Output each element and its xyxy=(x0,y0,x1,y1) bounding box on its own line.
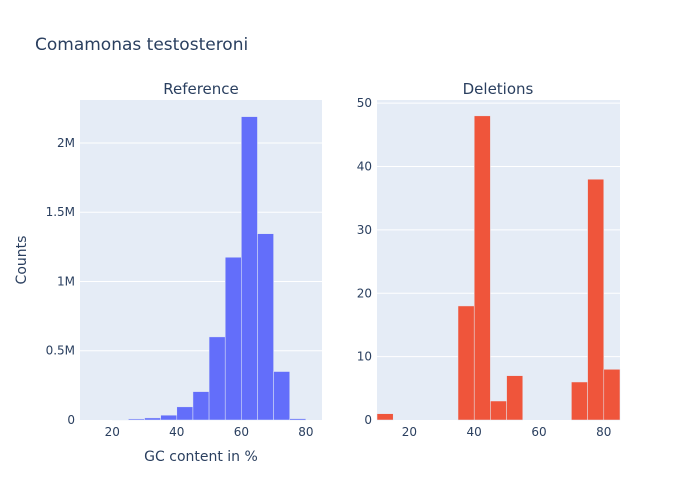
deletions-subplot-title: Deletions xyxy=(463,80,534,98)
deletions-x-ticks: 20 40 60 80 xyxy=(402,425,612,439)
reference-bar xyxy=(176,406,194,421)
deletions-y-tick-label: 20 xyxy=(357,286,372,300)
deletions-bar xyxy=(571,381,588,421)
deletions-y-ticks: 0 10 20 30 40 50 xyxy=(357,96,372,427)
reference-subplot-title: Reference xyxy=(163,80,239,98)
reference-panel: Reference 0 0.5M 1M 1.5M 2M 20 40 60 80 xyxy=(46,80,322,439)
y-axis-label: Counts xyxy=(14,236,30,285)
deletions-plot-area xyxy=(377,100,620,420)
deletions-bar xyxy=(457,305,475,421)
deletions-y-tick-label: 10 xyxy=(357,350,372,364)
deletions-bar xyxy=(473,115,491,421)
deletions-y-tick-label: 40 xyxy=(357,160,372,174)
deletions-bar xyxy=(490,400,507,421)
deletions-bar xyxy=(587,178,605,421)
figure-title: Comamonas testosteroni xyxy=(35,35,248,55)
reference-bar xyxy=(128,418,145,421)
reference-bar xyxy=(208,336,226,421)
reference-bar xyxy=(192,391,210,421)
reference-y-tick-label: 1.5M xyxy=(46,205,75,219)
reference-bar xyxy=(257,233,274,421)
reference-y-tick-label: 1M xyxy=(57,274,75,288)
reference-bar xyxy=(224,256,242,421)
reference-x-ticks: 20 40 60 80 xyxy=(105,425,314,439)
deletions-bars xyxy=(376,115,621,421)
reference-gridlines xyxy=(80,142,322,352)
deletions-gridlines xyxy=(377,102,620,358)
reference-y-tick-label: 0 xyxy=(67,413,75,427)
deletions-x-tick-label: 20 xyxy=(402,425,417,439)
reference-y-ticks: 0 0.5M 1M 1.5M 2M xyxy=(46,136,75,427)
reference-bar xyxy=(289,418,307,421)
reference-bar xyxy=(144,417,161,421)
reference-plot-area xyxy=(80,100,322,420)
deletions-bar xyxy=(603,369,621,421)
deletions-y-tick-label: 30 xyxy=(357,223,372,237)
reference-x-tick-label: 40 xyxy=(169,425,184,439)
reference-bars xyxy=(112,116,307,421)
deletions-x-tick-label: 40 xyxy=(467,425,482,439)
deletions-bar xyxy=(376,413,394,421)
reference-bar xyxy=(273,371,290,421)
deletions-y-tick-label: 0 xyxy=(364,413,372,427)
reference-bar xyxy=(241,116,258,421)
deletions-x-tick-label: 60 xyxy=(531,425,546,439)
reference-y-tick-label: 2M xyxy=(57,136,75,150)
reference-x-tick-label: 60 xyxy=(234,425,249,439)
deletions-panel: Deletions 0 10 20 30 40 50 20 40 60 80 xyxy=(357,80,621,439)
reference-x-tick-label: 80 xyxy=(298,425,313,439)
deletions-y-tick-label: 50 xyxy=(357,96,372,110)
reference-x-tick-label: 20 xyxy=(105,425,120,439)
deletions-x-tick-label: 80 xyxy=(596,425,611,439)
reference-y-tick-label: 0.5M xyxy=(46,344,75,358)
deletions-bar xyxy=(506,375,524,421)
reference-bar xyxy=(160,414,178,421)
x-axis-label: GC content in % xyxy=(144,449,258,465)
